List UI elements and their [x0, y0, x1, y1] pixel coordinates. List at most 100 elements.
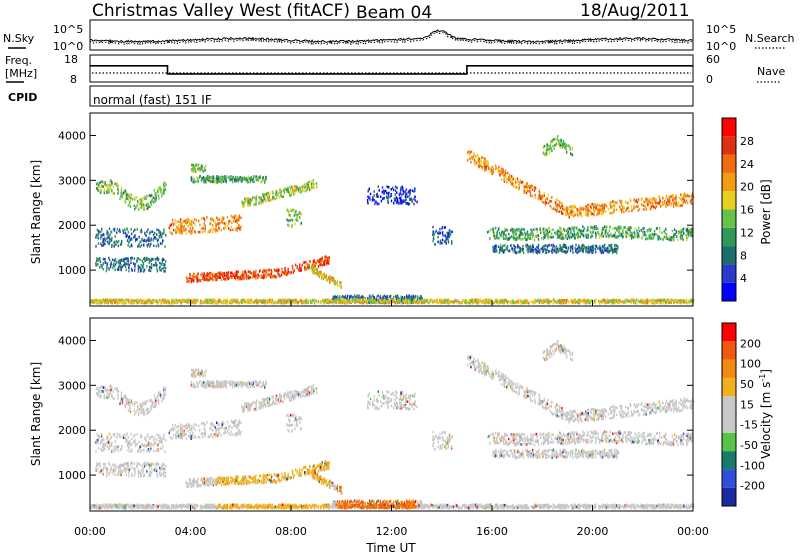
- power-cell-3768: [613, 250, 614, 253]
- power-cell-156: [103, 181, 104, 184]
- power-cell-2674: [684, 193, 685, 196]
- power-cell-1775: [287, 209, 288, 212]
- power-cell-780: [235, 215, 236, 218]
- power-cell-689: [232, 216, 233, 219]
- power-cell-1369: [257, 274, 258, 277]
- power-cell-997: [252, 196, 253, 199]
- power-cell-2554: [690, 195, 691, 198]
- power-cell-976: [280, 191, 281, 194]
- noise-panel: N.Sky 10^5 10^0 10^5 10^0 N.Search: [3, 20, 795, 53]
- power-cell-3667: [589, 249, 590, 252]
- power-cell-3194: [521, 228, 522, 231]
- power-cell-488: [139, 258, 140, 261]
- power-cell-2517: [673, 202, 674, 205]
- power-cell-582: [118, 260, 119, 263]
- power-cell-2475: [551, 200, 552, 203]
- power-cell-3425: [646, 237, 647, 240]
- power-cell-2014: [258, 176, 259, 179]
- power-cell-1123: [200, 274, 201, 277]
- power-cell-790: [170, 231, 171, 234]
- power-cell-1257: [279, 275, 280, 278]
- power-cell-2747: [486, 163, 487, 166]
- power-cell-1228: [220, 271, 221, 274]
- power-cell-758: [183, 221, 184, 224]
- power-cell-2452: [652, 202, 653, 205]
- power-cell-2643: [615, 202, 616, 205]
- power-cell-3839: [551, 150, 552, 153]
- power-cell-3200: [580, 235, 581, 238]
- power-cell-1203: [250, 276, 251, 279]
- power-cell-622: [202, 231, 203, 234]
- power-cell-2038: [203, 176, 204, 179]
- power-cell-2154: [368, 202, 369, 205]
- power-cell-177: [150, 195, 151, 198]
- power-cell-992: [262, 199, 263, 202]
- power-cell-3298: [572, 227, 573, 230]
- power-cell-1366: [248, 277, 249, 280]
- power-cell-3786: [562, 246, 563, 249]
- power-cell-1336: [303, 262, 304, 265]
- power-cell-2029: [211, 176, 212, 179]
- power-cell-455: [165, 270, 166, 273]
- power-cell-776: [175, 230, 176, 233]
- power-cell-1496: [333, 279, 334, 282]
- power-cell-1349: [324, 260, 325, 263]
- power-cell-711: [240, 228, 241, 231]
- power-cell-3788: [607, 247, 608, 250]
- power-cell-350: [161, 235, 162, 238]
- power-cell-2864: [657, 202, 658, 205]
- power-cell-3615: [595, 248, 596, 251]
- power-cell-526: [163, 270, 164, 273]
- power-cell-635: [233, 216, 234, 219]
- power-cell-3163: [538, 238, 539, 241]
- power-cell-2563: [485, 160, 486, 163]
- power-cell-3338: [517, 236, 518, 239]
- power-cell-3843: [551, 147, 552, 150]
- power-cell-3261: [525, 233, 526, 236]
- power-cell-3330: [620, 227, 621, 230]
- power-cell-137: [149, 194, 150, 197]
- power-cell-2215: [452, 231, 453, 234]
- power-cell-1000: [258, 202, 259, 205]
- power-cell-641: [206, 216, 207, 219]
- power-cell-587: [144, 269, 145, 272]
- power-cell-3131: [558, 235, 559, 238]
- power-cell-169: [98, 184, 99, 187]
- power-cell-929: [307, 182, 308, 185]
- power-cell-1216: [249, 271, 250, 274]
- power-cell-2403: [631, 205, 632, 208]
- power-cell-721: [201, 217, 202, 220]
- power-cell-843: [302, 186, 303, 189]
- power-cell-3727: [525, 244, 526, 247]
- power-cell-367: [128, 241, 129, 244]
- power-cell-2862: [500, 170, 501, 173]
- power-cell-3383: [593, 227, 594, 230]
- power-cell-3405: [527, 234, 528, 237]
- power-cell-4887: [332, 300, 333, 303]
- power-cell-2771: [532, 188, 533, 191]
- power-cell-2112: [400, 192, 401, 195]
- power-cell-4941: [227, 302, 228, 305]
- cpid-text: normal (fast) 151 IF: [93, 93, 212, 107]
- power-cell-1221: [205, 276, 206, 279]
- power-cell-750: [177, 227, 178, 230]
- power-cell-3274: [680, 234, 681, 237]
- power-cell-3665: [530, 249, 531, 252]
- power-cell-1347: [227, 275, 228, 278]
- power-cell-583: [118, 266, 119, 269]
- power-cell-3324: [511, 235, 512, 238]
- power-cell-1974: [191, 176, 192, 179]
- power-cell-777: [216, 217, 217, 220]
- power-cell-3770: [547, 245, 548, 248]
- power-cell-1365: [228, 271, 229, 274]
- power-cell-2008: [209, 177, 210, 180]
- power-cell-2754: [658, 202, 659, 205]
- power-cell-2856: [588, 207, 589, 210]
- power-cell-3792: [504, 249, 505, 252]
- power-cell-993: [291, 191, 292, 194]
- power-cell-2622: [588, 214, 589, 217]
- power-cell-66: [128, 204, 129, 207]
- power-cell-3353: [680, 238, 681, 241]
- power-cell-2172: [382, 191, 383, 194]
- power-cell-3435: [619, 232, 620, 235]
